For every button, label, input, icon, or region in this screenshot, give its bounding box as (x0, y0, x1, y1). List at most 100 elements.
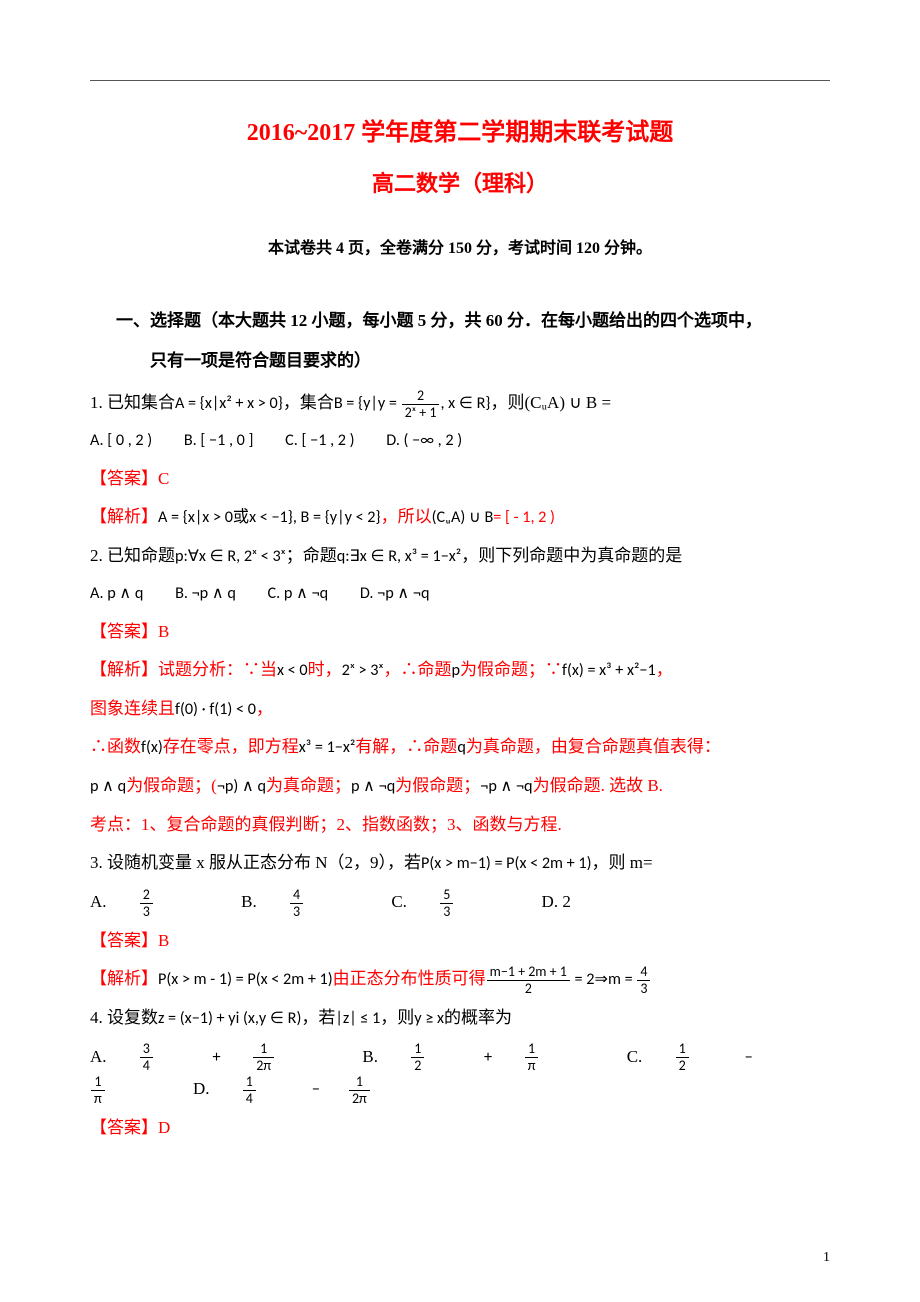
q2-answer: 【答案】B (90, 616, 830, 648)
q3-answer-val: B (158, 931, 169, 950)
q2-exp-label: 【解析】 (90, 660, 158, 679)
q2-l3-r3: 有解，∴命题 (355, 737, 457, 756)
q3-exp-frac2: 43 (637, 965, 650, 996)
q2-opt-a: A. p ∧ q (90, 584, 143, 603)
section-1-heading-line2: 只有一项是符合题目要求的） (150, 345, 830, 377)
q4-m2: |z| ≤ 1 (335, 1009, 380, 1028)
q2-l4-b3: p ∧ ¬q (351, 777, 395, 796)
q1-answer-val: C (158, 469, 169, 488)
q1-stem: 1. 已知集合A = {x|x² + x > 0}，集合B = {y|y = 2… (90, 387, 830, 420)
q2-stem-pre: 2. 已知命题 (90, 546, 175, 565)
q4-d-d1: 4 (243, 1091, 256, 1106)
q3-opt-c: C. 53 (391, 892, 509, 911)
q4-a-d2: 2π (253, 1058, 274, 1073)
q1-stem-tail: ，则(CᵤA) ∪ B = (490, 393, 611, 412)
q4-c-pre: C. (627, 1047, 647, 1066)
q4-d-d2: 2π (349, 1091, 370, 1106)
q2-exp-r3: ，∴命题 (384, 660, 452, 679)
q3-stem-pre: 3. 设随机变量 x 服从正态分布 N（2，9），若 (90, 853, 421, 872)
q4-stem-pre: 4. 设复数 (90, 1008, 158, 1027)
q2-l4-r4: 为假命题. 选故 B. (533, 776, 663, 795)
top-rule (90, 80, 830, 81)
q1-set-a: A = {x|x² + x > 0} (175, 394, 283, 413)
q4-d-pre: D. (193, 1079, 214, 1098)
q3-exp-f1n: m−1 + 2m + 1 (487, 965, 570, 981)
section-1-heading-line1: 一、选择题（本大题共 12 小题，每小题 5 分，共 60 分．在每小题给出的四… (116, 305, 830, 337)
q3-c-num: 5 (440, 888, 453, 904)
q4-answer-val: D (158, 1118, 170, 1137)
q4-c-d2: π (91, 1091, 105, 1106)
q4-opt-d: D. 14−12π (193, 1079, 426, 1098)
q2-l3-r1: ∴函数 (90, 737, 141, 756)
q4-d-n1: 1 (243, 1075, 256, 1091)
q2-exp-r5: ， (656, 660, 673, 679)
q4-a-f1: 34 (140, 1042, 181, 1073)
q3-exp-b1: P(x > m - 1) = P(x < 2m + 1) (158, 970, 333, 989)
q3-c-frac: 53 (440, 888, 481, 919)
q2-exp-b1: x < 0 (277, 661, 308, 680)
q3-a-pre: A. (90, 892, 111, 911)
q1-frac-num: 2 (402, 389, 440, 405)
q2-l3-r2: 存在零点，即方程 (163, 737, 299, 756)
q2-stem-mid: ；命题 (286, 546, 337, 565)
q2-l4-r3: 为假命题； (395, 776, 480, 795)
q2-opt-c: C. p ∧ ¬q (268, 584, 329, 603)
q3-opt-b: B. 43 (241, 892, 359, 911)
q2-q: q:∃x ∈ R, x³ = 1−x² (337, 547, 462, 566)
q2-l2-r1: 图象连续且 (90, 699, 175, 718)
q4-b-f1: 12 (411, 1042, 452, 1073)
q4-c-n1: 1 (676, 1042, 689, 1058)
q3-a-num: 2 (140, 888, 153, 904)
q1-explanation: 【解析】A = {x|x > 0或x < −1}, B = {y|y < 2}，… (90, 501, 830, 534)
q4-mid2: ，则 (380, 1008, 414, 1027)
q3-answer-label: 【答案】 (90, 931, 158, 950)
q2-exp-r2: 时， (308, 660, 342, 679)
q3-options: A. 23 B. 43 C. 53 D. 2 (90, 886, 830, 919)
q2-l4-b2: ¬p) ∧ q (217, 777, 266, 796)
q3-b-num: 4 (290, 888, 303, 904)
q3-exp-f2n: 4 (637, 965, 650, 981)
q3-opt-d: D. 2 (542, 892, 571, 911)
q2-kaodian: 考点：1、复合命题的真假判断；2、指数函数；3、函数与方程. (90, 809, 830, 841)
q2-l4-b4: ¬p ∧ ¬q (480, 777, 532, 796)
q3-stem: 3. 设随机变量 x 服从正态分布 N（2，9），若P(x > m−1) = P… (90, 847, 830, 880)
q4-mid: ，若 (301, 1008, 335, 1027)
q2-opt-d: D. ¬p ∧ ¬q (360, 584, 430, 603)
q1-exp-label: 【解析】 (90, 507, 158, 526)
q3-a-frac: 23 (140, 888, 181, 919)
q4-b-f2: 1π (525, 1042, 567, 1073)
q4-a-n2: 1 (253, 1042, 274, 1058)
q2-l3-b2: x³ = 1−x² (299, 738, 356, 757)
q2-l3-r4: 为真命题，由复合命题真值表得： (466, 737, 721, 756)
q2-p: p:∀x ∈ R, 2ˣ < 3ˣ (175, 547, 286, 566)
q4-b-d1: 2 (411, 1058, 424, 1073)
q4-d-f1: 14 (243, 1075, 284, 1106)
q2-l4-r2: 为真命题； (266, 776, 351, 795)
q2-stem-tail: ，则下列命题中为真命题的是 (461, 546, 682, 565)
q4-b-n2: 1 (525, 1042, 539, 1058)
q1-exp-redtail: = [ - 1, 2 ) (493, 508, 555, 527)
q4-a-d1: 4 (140, 1058, 153, 1073)
q4-d-f2: 12π (349, 1075, 398, 1106)
q1-opt-b: B. [ −1 , 0 ] (184, 431, 254, 450)
exam-page: 2016~2017 学年度第二学期期末联考试题 高二数学（理科） 本试卷共 4 … (0, 0, 920, 1302)
q2-answer-val: B (158, 622, 169, 641)
q3-c-pre: C. (391, 892, 411, 911)
q4-m1: z = (x−1) + yi (x,y ∈ R) (158, 1009, 301, 1028)
q4-b-n1: 1 (411, 1042, 424, 1058)
title-sub: 高二数学（理科） (90, 163, 830, 205)
q2-exp-r1: 试题分析：∵当 (158, 660, 277, 679)
q2-opt-b: B. ¬p ∧ q (175, 584, 236, 603)
q4-c-d1: 2 (676, 1058, 689, 1073)
page-number: 1 (823, 1245, 830, 1272)
q1-set-b-frac: 22ˣ + 1 (402, 389, 440, 420)
q4-c-n2: 1 (91, 1075, 105, 1091)
q3-c-den: 3 (440, 904, 453, 919)
q2-l4-r1: 为假命题；( (126, 776, 217, 795)
q2-exp-b3: p (452, 661, 461, 680)
q3-exp-f1d: 2 (487, 981, 570, 996)
q4-b-pre: B. (362, 1047, 382, 1066)
q2-exp-b4: f(x) = x³ + x²−1 (562, 661, 656, 680)
q4-a-f2: 12π (253, 1042, 302, 1073)
q4-stem: 4. 设复数z = (x−1) + yi (x,y ∈ R)，若|z| ≤ 1，… (90, 1002, 830, 1035)
